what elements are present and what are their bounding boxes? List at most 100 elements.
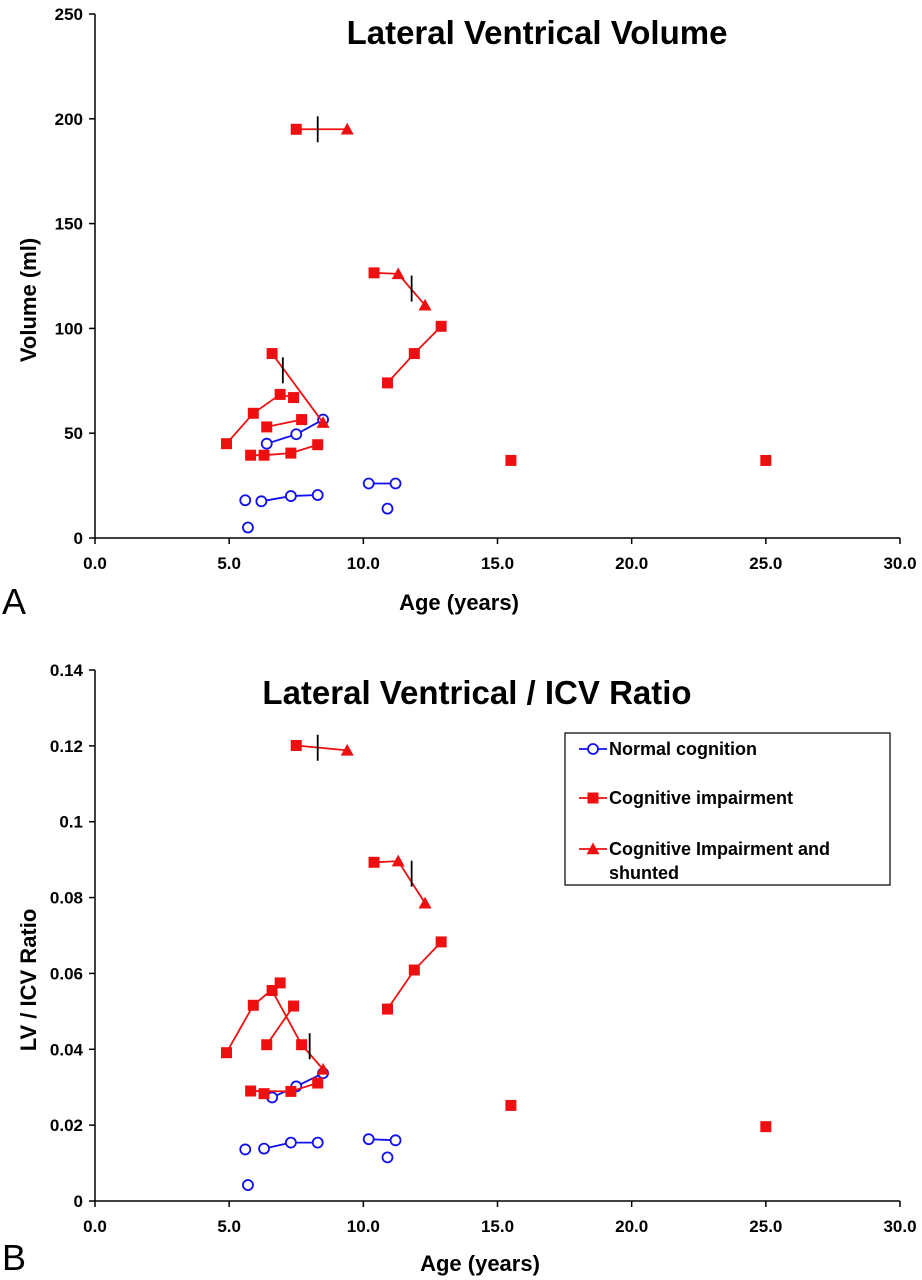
series-impaired-11 <box>261 414 308 433</box>
data-point-square <box>505 454 517 466</box>
data-point-square <box>220 1047 232 1059</box>
data-point-square <box>288 1000 300 1012</box>
panel-label: A <box>2 581 26 622</box>
data-point-triangle <box>316 1062 330 1075</box>
x-tick-label: 0.0 <box>83 1217 107 1236</box>
data-point-square <box>368 267 380 279</box>
legend-marker-circle <box>587 743 599 755</box>
data-point-square <box>760 454 772 466</box>
series-impaired-15 <box>760 1121 772 1133</box>
data-point-square <box>435 936 447 948</box>
data-point-triangle <box>418 298 432 311</box>
y-tick-label: 0.08 <box>50 889 83 908</box>
data-point-circle <box>242 521 254 534</box>
legend: Normal cognition Cognitive impairment Cogn… <box>564 732 891 886</box>
series-impaired-13 <box>258 1088 270 1100</box>
series-impaired-7 <box>368 267 432 311</box>
legend-box <box>564 732 891 886</box>
data-point-square <box>435 320 447 332</box>
data-point-square <box>245 449 257 461</box>
x-tick-label: 20.0 <box>615 554 648 573</box>
legend-label: Normal cognition <box>609 739 757 759</box>
series-normal-5 <box>381 502 394 515</box>
data-point-circle <box>260 437 273 450</box>
y-tick-label: 200 <box>55 110 83 129</box>
data-point-square <box>368 856 380 868</box>
x-tick-label: 25.0 <box>749 554 782 573</box>
data-point-square <box>245 1085 257 1097</box>
legend-marker-triangle <box>586 842 600 855</box>
data-point-circle <box>290 428 303 441</box>
series-normal-5 <box>381 1151 394 1164</box>
x-tick-label: 20.0 <box>615 1217 648 1236</box>
y-tick-label: 0 <box>74 1192 83 1211</box>
y-axis-label: LV / ICV Ratio <box>16 909 41 1052</box>
data-point-circle <box>284 1136 297 1149</box>
x-tick-label: 30.0 <box>883 554 916 573</box>
data-point-square <box>266 348 278 360</box>
series-impaired-6 <box>290 739 354 756</box>
legend-marker-square <box>587 792 599 804</box>
data-point-square <box>220 438 232 450</box>
series-line <box>296 744 348 752</box>
y-tick-label: 0 <box>74 529 83 548</box>
series-line <box>265 1005 295 1046</box>
data-point-square <box>261 1039 273 1051</box>
y-tick-label: 250 <box>55 5 83 24</box>
x-tick-label: 5.0 <box>217 554 241 573</box>
data-point-circle <box>311 489 324 501</box>
series-line <box>225 393 294 445</box>
data-point-circle <box>389 477 402 490</box>
y-tick-label: 0.02 <box>50 1116 83 1135</box>
data-point-square <box>258 1088 270 1100</box>
legend-label: Cognitive impairment <box>609 788 793 808</box>
series-impaired-12 <box>245 1077 324 1097</box>
data-point-square <box>760 1121 772 1133</box>
series-impaired-11 <box>261 1000 300 1051</box>
data-point-square <box>296 1039 308 1051</box>
data-point-square <box>247 407 259 419</box>
series-normal-3 <box>239 1143 252 1156</box>
chart-panel-b: 0.0 5.0 10.0 15.0 20.0 25.0 30.0 0 0.02 0.04 0.06 0… <box>2 661 917 1278</box>
x-tick-label: 30.0 <box>883 1217 916 1236</box>
series-normal-1 <box>255 489 324 508</box>
series-normal-4 <box>242 1179 254 1191</box>
data-point-square <box>408 964 420 976</box>
data-point-circle <box>389 1134 402 1147</box>
data-point-circle <box>239 494 252 507</box>
data-point-square <box>274 977 286 989</box>
data-point-square <box>408 348 420 360</box>
x-tick-label: 25.0 <box>749 1217 782 1236</box>
data-point-circle <box>311 1136 324 1149</box>
x-tick-label: 10.0 <box>347 1217 380 1236</box>
series-impaired-10 <box>266 984 330 1075</box>
series-line <box>250 443 318 457</box>
series-line <box>374 860 426 904</box>
data-point-square <box>261 421 273 433</box>
y-tick-label: 150 <box>55 215 83 234</box>
x-tick-label: 15.0 <box>481 554 514 573</box>
data-point-triangle <box>391 267 405 280</box>
data-point-circle <box>255 495 268 508</box>
series-impaired-10 <box>220 388 300 450</box>
data-point-circle <box>258 1142 270 1155</box>
series-impaired-14 <box>505 1099 517 1111</box>
x-axis-label: Age (years) <box>420 1251 540 1276</box>
data-point-triangle <box>316 416 330 428</box>
data-point-square <box>312 1077 324 1089</box>
chart-panel-a: 0.0 5.0 10.0 15.0 20.0 25.0 30.0 0 50 100 150 200 25… <box>2 5 917 622</box>
data-point-square <box>312 439 324 451</box>
data-point-triangle <box>418 896 432 909</box>
y-tick-label: 100 <box>55 319 83 338</box>
data-point-triangle <box>391 854 405 867</box>
data-point-square <box>505 1099 517 1111</box>
data-point-square <box>290 123 302 135</box>
data-point-circle <box>381 1151 394 1164</box>
data-point-square <box>247 999 259 1011</box>
x-tick-label: 0.0 <box>83 554 107 573</box>
data-point-circle <box>242 1179 254 1191</box>
data-point-square <box>288 392 300 404</box>
data-point-square <box>285 1085 297 1097</box>
data-point-triangle <box>340 743 354 756</box>
